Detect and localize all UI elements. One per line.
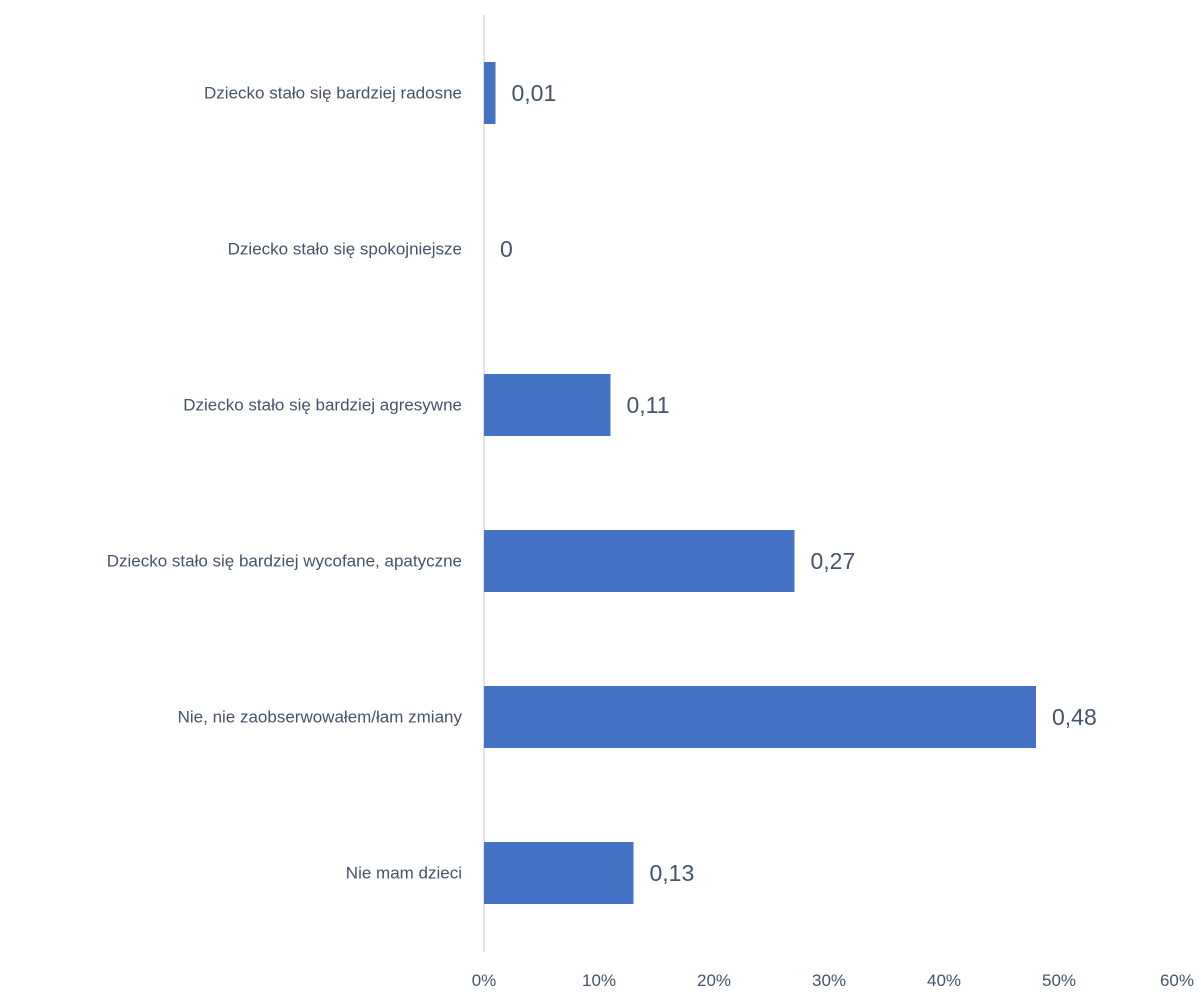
x-tick-label: 0% bbox=[472, 971, 497, 990]
bar bbox=[484, 842, 634, 904]
category-label: Nie mam dzieci bbox=[346, 864, 462, 883]
category-labels-group: Dziecko stało się bardziej radosne Dzieck… bbox=[107, 84, 463, 883]
data-label: 0,13 bbox=[650, 860, 695, 886]
data-labels-group: 0,01 0 0,11 0,27 0,48 0,13 bbox=[500, 80, 1097, 886]
data-label: 0,11 bbox=[627, 392, 670, 418]
bar bbox=[484, 374, 611, 436]
data-label: 0,27 bbox=[811, 548, 856, 574]
x-tick-label: 60% bbox=[1160, 971, 1194, 990]
category-label: Dziecko stało się bardziej radosne bbox=[204, 84, 462, 103]
bars-group bbox=[484, 62, 1036, 904]
x-tick-labels-group: 0% 10% 20% 30% 40% 50% 60% bbox=[472, 971, 1194, 990]
x-tick-label: 40% bbox=[927, 971, 961, 990]
bar bbox=[484, 62, 496, 124]
category-label: Dziecko stało się spokojniejsze bbox=[228, 240, 462, 259]
x-tick-label: 20% bbox=[697, 971, 731, 990]
category-label: Dziecko stało się bardziej wycofane, apa… bbox=[107, 552, 462, 571]
data-label: 0 bbox=[500, 236, 513, 262]
category-label: Dziecko stało się bardziej agresywne bbox=[183, 396, 462, 415]
category-label: Nie, nie zaobserwowałem/łam zmiany bbox=[178, 708, 463, 727]
bar bbox=[484, 530, 795, 592]
data-label: 0,48 bbox=[1052, 704, 1097, 730]
x-tick-label: 30% bbox=[812, 971, 846, 990]
data-label: 0,01 bbox=[512, 80, 557, 106]
x-tick-label: 10% bbox=[582, 971, 616, 990]
x-tick-label: 50% bbox=[1042, 971, 1076, 990]
bar bbox=[484, 686, 1036, 748]
